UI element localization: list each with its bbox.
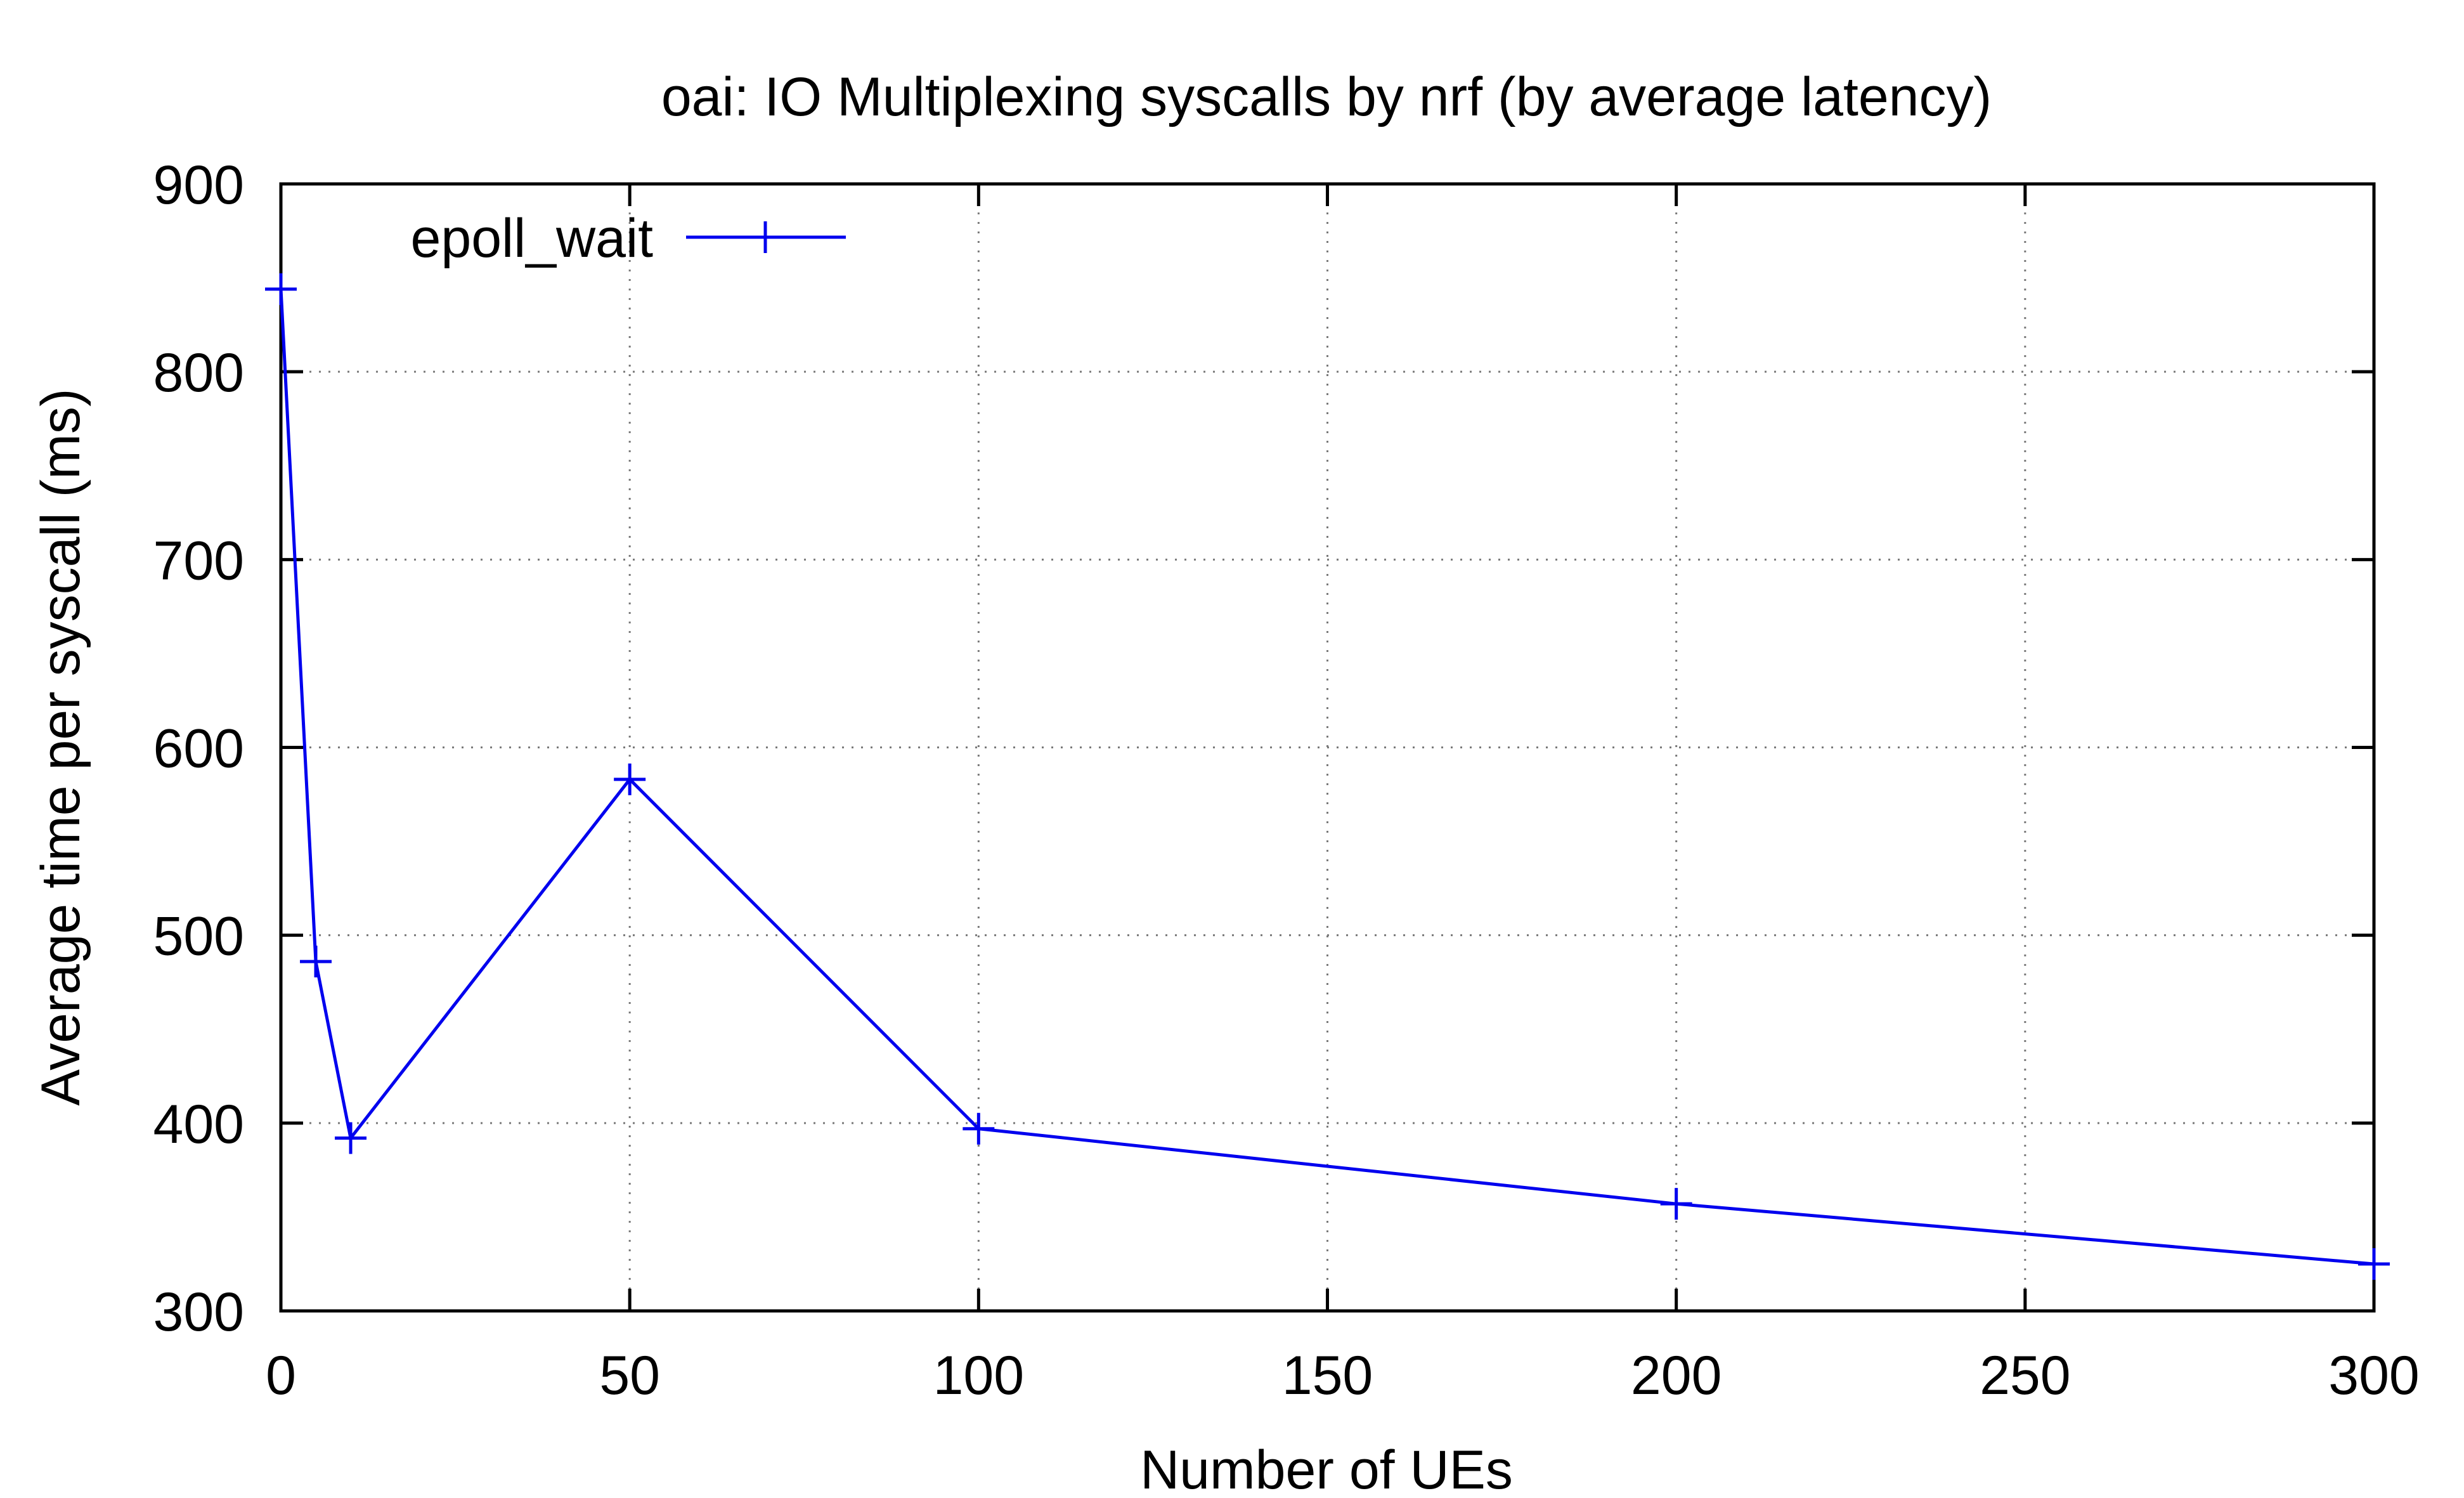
chart-title: oai: IO Multiplexing syscalls by nrf (by…: [661, 67, 1992, 127]
y-tick-label: 900: [153, 155, 245, 216]
x-tick-label: 100: [933, 1345, 1025, 1406]
x-tick-label: 200: [1631, 1345, 1722, 1406]
x-tick-label: 0: [266, 1345, 296, 1406]
y-tick-label: 700: [153, 530, 245, 591]
x-axis-label: Number of UEs: [1140, 1440, 1513, 1498]
y-axis-label: Average time per syscall (ms): [30, 388, 91, 1105]
x-tick-label: 250: [1980, 1345, 2071, 1406]
legend-label: epoll_wait: [411, 208, 654, 269]
x-tick-label: 300: [2328, 1345, 2420, 1406]
y-tick-label: 600: [153, 719, 245, 779]
y-tick-label: 300: [153, 1282, 245, 1343]
grid: [281, 184, 2374, 1311]
plot-frame: [279, 182, 2376, 1313]
legend: epoll_wait: [411, 208, 846, 269]
series: [265, 273, 2390, 1280]
y-tick-label: 800: [153, 342, 245, 403]
x-tick-label: 50: [599, 1345, 660, 1406]
y-tick-label: 500: [153, 906, 245, 967]
tick-labels: 300 400 500 600 700 800 900 0 50 100 150 200 250 300: [153, 155, 2420, 1406]
x-tick-label: 150: [1282, 1345, 1373, 1406]
y-tick-label: 400: [153, 1094, 245, 1155]
